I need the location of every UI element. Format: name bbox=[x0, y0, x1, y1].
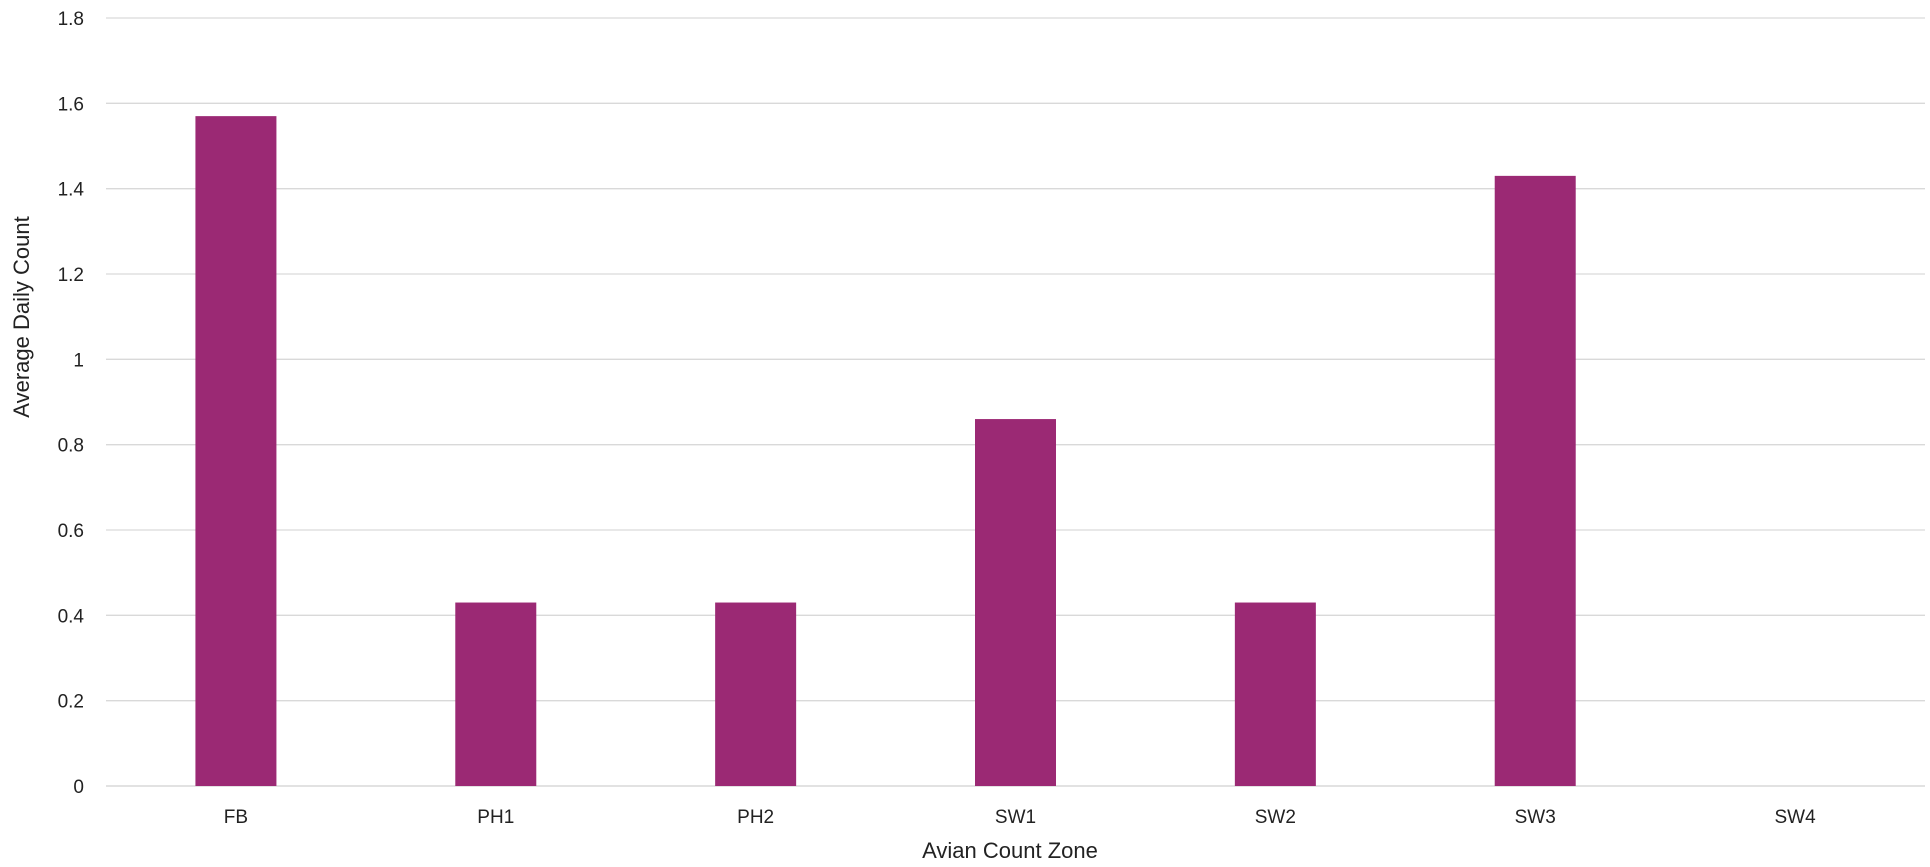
y-tick-label: 1 bbox=[73, 350, 84, 371]
y-tick-label: 1.8 bbox=[58, 9, 84, 30]
x-tick-label: SW1 bbox=[995, 807, 1036, 828]
y-tick-label: 1.4 bbox=[58, 180, 85, 201]
bar-sw3 bbox=[1494, 175, 1576, 786]
y-tick-label: 1.6 bbox=[58, 94, 84, 115]
y-axis-title: Average Daily Count bbox=[9, 216, 34, 417]
x-tick-label: SW4 bbox=[1774, 807, 1816, 828]
bar-sw1 bbox=[975, 419, 1056, 786]
x-axis-ticks: FB PH1 PH2 SW1 SW2 SW3 SW4 bbox=[224, 807, 1816, 828]
y-tick-label: 0.2 bbox=[58, 692, 84, 713]
y-tick-label: 0.4 bbox=[58, 606, 85, 627]
x-tick-label: SW2 bbox=[1255, 807, 1296, 828]
x-tick-label: FB bbox=[224, 807, 248, 828]
y-tick-label: 1.2 bbox=[58, 265, 84, 286]
bar-ph1 bbox=[455, 602, 537, 786]
x-axis-title: Avian Count Zone bbox=[922, 838, 1098, 863]
y-axis-ticks: 0 0.2 0.4 0.6 0.8 1 1.2 1.4 1.6 1.8 bbox=[58, 9, 85, 798]
y-tick-label: 0.8 bbox=[58, 436, 84, 457]
bar-sw2 bbox=[1234, 602, 1316, 786]
bars bbox=[195, 116, 1576, 787]
x-tick-label: PH2 bbox=[737, 807, 774, 828]
bar-ph2 bbox=[715, 602, 797, 786]
bar-fb bbox=[195, 116, 277, 787]
x-tick-label: SW3 bbox=[1515, 807, 1556, 828]
y-tick-label: 0 bbox=[73, 777, 84, 798]
y-tick-label: 0.6 bbox=[58, 521, 84, 542]
x-tick-label: PH1 bbox=[477, 807, 514, 828]
